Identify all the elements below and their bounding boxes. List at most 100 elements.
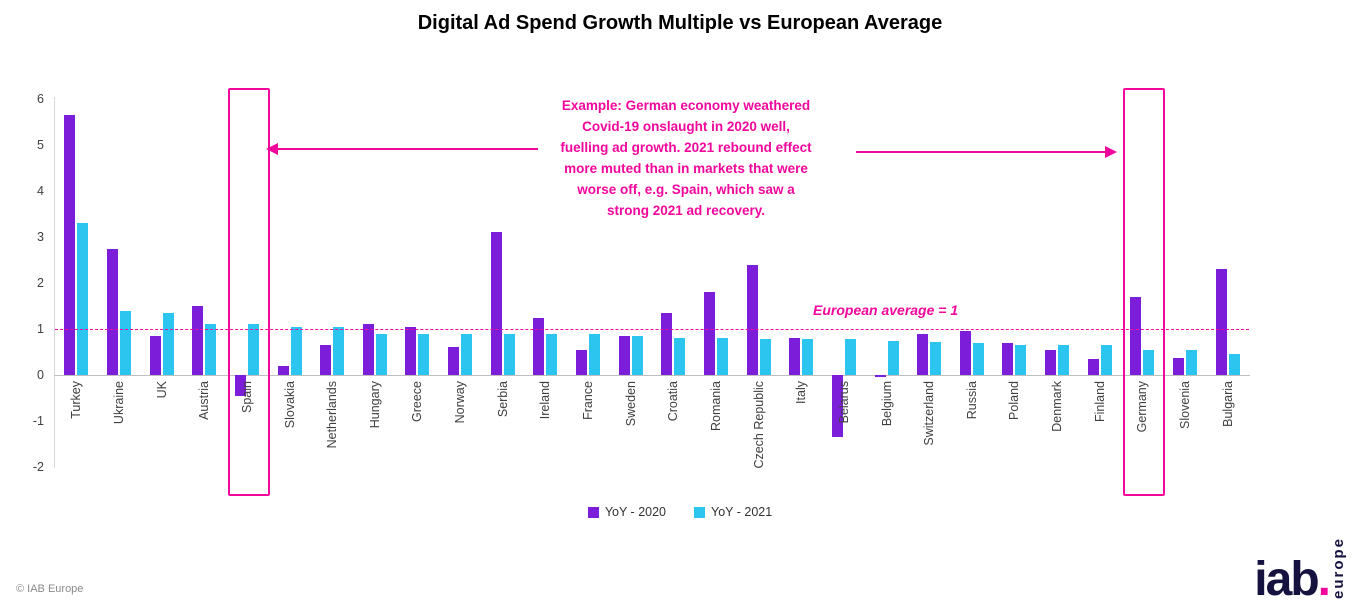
bar-yoy-2020-croatia [661, 312, 673, 375]
x-axis-label-belarus: Belarus [836, 381, 851, 424]
x-axis-label-russia: Russia [964, 381, 979, 420]
bar-yoy-2021-serbia [503, 333, 515, 375]
y-axis-tick-label: 4 [37, 184, 44, 198]
x-axis-label-ukraine: Ukraine [111, 381, 126, 425]
x-axis-label-bulgaria: Bulgaria [1220, 381, 1235, 427]
x-axis-label-greece: Greece [410, 381, 425, 422]
x-axis-label-hungary: Hungary [367, 381, 382, 429]
legend-swatch-icon [587, 506, 599, 518]
annotation-text: Example: German economy weathered Covid-… [560, 98, 812, 218]
bar-yoy-2021-czech-republic [759, 339, 771, 375]
bar-yoy-2021-france [589, 333, 601, 375]
bar-yoy-2021-belarus [844, 339, 856, 375]
bar-yoy-2021-sweden [631, 335, 643, 375]
x-axis-label-slovakia: Slovakia [282, 381, 297, 429]
x-axis-label-poland: Poland [1007, 381, 1022, 420]
x-axis-label-france: France [581, 381, 596, 420]
bar-yoy-2020-greece [405, 326, 417, 375]
bar-yoy-2020-belgium [874, 375, 886, 378]
bar-yoy-2020-slovakia [277, 365, 289, 375]
x-axis-label-croatia: Croatia [666, 381, 681, 422]
arrow-to-germany-line [856, 151, 1106, 153]
legend-label: YoY - 2021 [711, 505, 773, 519]
bar-yoy-2021-uk [162, 312, 174, 375]
bar-yoy-2021-bulgaria [1228, 354, 1240, 375]
bar-yoy-2020-spain [234, 375, 246, 396]
legend-item-yoy-2021: YoY - 2021 [694, 505, 772, 519]
x-axis-label-norway: Norway [453, 381, 468, 424]
x-axis-label-ireland: Ireland [538, 381, 553, 420]
bar-yoy-2021-croatia [674, 338, 686, 375]
bar-yoy-2021-greece [418, 333, 430, 375]
x-axis-label-romania: Romania [708, 381, 723, 432]
x-axis-label-uk: UK [154, 381, 169, 399]
logo-dot: . [1317, 552, 1331, 606]
y-axis-tick-label: 5 [37, 138, 44, 152]
bar-yoy-2021-italy [802, 339, 814, 375]
x-axis-label-austria: Austria [197, 381, 212, 420]
bar-yoy-2020-slovenia [1173, 357, 1185, 375]
bar-yoy-2021-hungary [375, 333, 387, 375]
bar-yoy-2021-switzerland [930, 341, 942, 375]
x-axis-label-denmark: Denmark [1050, 381, 1065, 432]
european-average-label: European average = 1 [813, 302, 959, 318]
iab-europe-logo: iab. europe [1254, 536, 1347, 603]
y-axis-line [54, 97, 55, 468]
legend: YoY - 2020 YoY - 2021 [0, 505, 1360, 519]
chart-title: Digital Ad Spend Growth Multiple vs Euro… [417, 12, 943, 34]
bar-yoy-2020-france [576, 349, 588, 375]
x-axis-label-switzerland: Switzerland [922, 381, 937, 446]
european-average-line [55, 329, 1249, 330]
y-axis-tick-label: -2 [32, 460, 44, 474]
bar-yoy-2021-denmark [1058, 345, 1070, 375]
arrow-to-spain-head-icon [266, 143, 278, 155]
bar-yoy-2021-turkey [77, 223, 89, 375]
bar-yoy-2021-netherlands [333, 326, 345, 375]
logo-europe-text: europe [1330, 536, 1347, 599]
bar-yoy-2021-russia [972, 342, 984, 375]
legend-swatch-icon [694, 506, 705, 518]
bar-yoy-2021-germany [1143, 349, 1155, 375]
y-axis-tick-label: 3 [37, 230, 44, 244]
y-axis-tick-label: 2 [37, 276, 44, 290]
bar-yoy-2020-ireland [533, 317, 545, 375]
y-axis-tick-label: 6 [37, 92, 44, 106]
legend-item-yoy-2020: YoY - 2020 [587, 505, 666, 519]
highlight-box-spain [227, 88, 270, 496]
x-axis-label-finland: Finland [1092, 381, 1107, 422]
bar-yoy-2020-denmark [1045, 349, 1057, 375]
bar-yoy-2021-finland [1100, 345, 1112, 375]
legend-label: YoY - 2020 [604, 505, 666, 519]
x-axis-label-italy: Italy [794, 381, 809, 404]
bar-yoy-2020-belarus [831, 375, 843, 438]
bar-yoy-2020-czech-republic [746, 264, 758, 375]
bar-yoy-2021-ireland [546, 333, 558, 375]
highlight-box-germany [1123, 88, 1166, 496]
x-axis-label-czech-republic: Czech Republic [751, 381, 766, 469]
bar-yoy-2021-ukraine [119, 310, 131, 375]
x-axis-label-netherlands: Netherlands [325, 381, 340, 449]
bar-yoy-2020-uk [149, 335, 161, 375]
arrow-to-germany-head-icon [1105, 146, 1117, 158]
bar-yoy-2021-slovakia [290, 326, 302, 375]
bar-yoy-2021-poland [1015, 345, 1027, 375]
bar-yoy-2020-serbia [490, 232, 502, 375]
y-axis-tick-label: 1 [37, 322, 44, 336]
y-axis-tick-label: -1 [32, 414, 44, 428]
x-axis-line [54, 375, 1250, 376]
logo-iab-wordmark: iab. [1254, 555, 1331, 603]
bar-yoy-2021-romania [716, 338, 728, 375]
bar-yoy-2020-switzerland [917, 333, 929, 375]
bar-yoy-2020-poland [1002, 342, 1014, 375]
logo-iab-text: iab [1254, 552, 1319, 606]
bar-yoy-2020-germany [1130, 296, 1142, 375]
bar-yoy-2020-finland [1087, 358, 1099, 375]
x-axis-label-serbia: Serbia [495, 381, 510, 418]
bar-yoy-2020-romania [703, 292, 715, 375]
copyright: © IAB Europe [16, 583, 84, 595]
bar-yoy-2020-norway [448, 347, 460, 375]
bar-yoy-2020-turkey [64, 115, 76, 375]
bar-yoy-2021-norway [461, 333, 473, 375]
bar-yoy-2020-sweden [618, 335, 630, 375]
